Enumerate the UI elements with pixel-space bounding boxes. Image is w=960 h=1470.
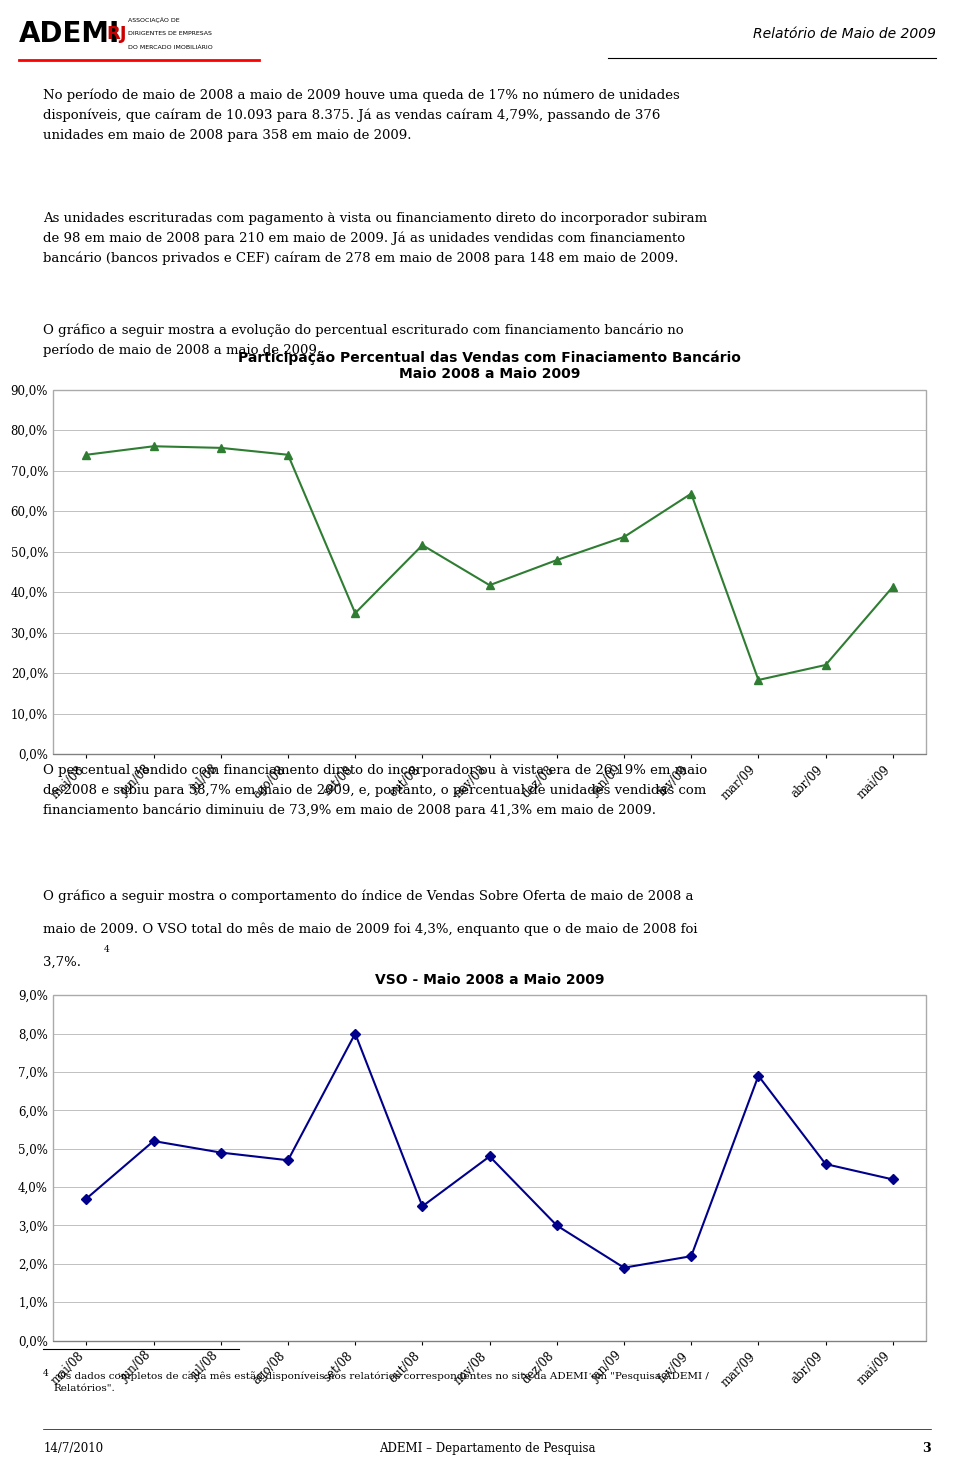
Text: ADEMI: ADEMI bbox=[19, 21, 120, 49]
Text: 4: 4 bbox=[43, 1369, 49, 1377]
Text: O gráfico a seguir mostra a evolução do percentual escriturado com financiamento: O gráfico a seguir mostra a evolução do … bbox=[43, 323, 684, 357]
Title: Participação Percentual das Vendas com Finaciamento Bancário
Maio 2008 a Maio 20: Participação Percentual das Vendas com F… bbox=[238, 351, 741, 381]
Text: O gráfico a seguir mostra o comportamento do índice de Vendas Sobre Oferta de ma: O gráfico a seguir mostra o comportament… bbox=[43, 889, 694, 903]
Text: RJ: RJ bbox=[107, 25, 128, 43]
Text: 4: 4 bbox=[104, 945, 109, 954]
Text: Os dados completos de cada mês estão disponíveis nos relatórios correspondentes : Os dados completos de cada mês estão dis… bbox=[54, 1372, 708, 1394]
Text: maio de 2009. O VSO total do mês de maio de 2009 foi 4,3%, enquanto que o de mai: maio de 2009. O VSO total do mês de maio… bbox=[43, 923, 698, 936]
Text: 14/7/2010: 14/7/2010 bbox=[43, 1442, 104, 1455]
Title: VSO - Maio 2008 a Maio 2009: VSO - Maio 2008 a Maio 2009 bbox=[374, 973, 605, 986]
Text: O percentual vendido com financiamento direto do incorporador ou à vista era de : O percentual vendido com financiamento d… bbox=[43, 764, 708, 817]
Text: 3,7%.: 3,7%. bbox=[43, 957, 82, 969]
Text: Relatório de Maio de 2009: Relatório de Maio de 2009 bbox=[753, 26, 936, 41]
Text: As unidades escrituradas com pagamento à vista ou financiamento direto do incorp: As unidades escrituradas com pagamento à… bbox=[43, 212, 708, 265]
Text: DIRIGENTES DE EMPRESAS: DIRIGENTES DE EMPRESAS bbox=[129, 31, 212, 37]
Text: ASSOCIAÇÃO DE: ASSOCIAÇÃO DE bbox=[129, 18, 180, 24]
Text: ADEMI – Departamento de Pesquisa: ADEMI – Departamento de Pesquisa bbox=[379, 1442, 595, 1455]
Text: 3: 3 bbox=[923, 1442, 931, 1455]
Text: No período de maio de 2008 a maio de 2009 houve uma queda de 17% no número de un: No período de maio de 2008 a maio de 200… bbox=[43, 88, 680, 141]
Text: DO MERCADO IMOBILIÁRIO: DO MERCADO IMOBILIÁRIO bbox=[129, 46, 213, 50]
